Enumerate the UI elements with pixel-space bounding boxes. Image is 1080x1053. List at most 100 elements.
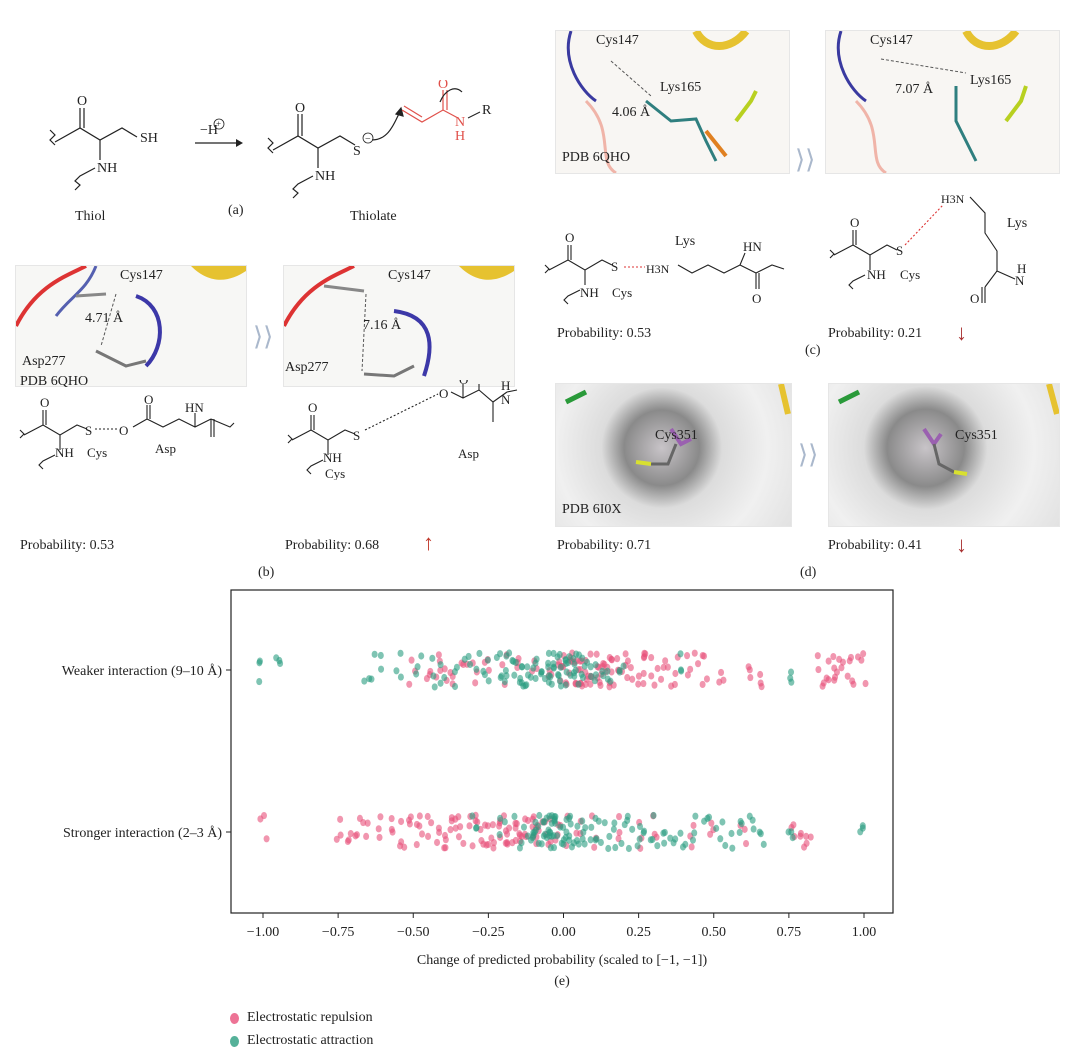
data-point-attraction — [592, 671, 599, 679]
data-point-attraction — [397, 673, 404, 681]
data-point-attraction — [581, 840, 588, 848]
data-point-attraction — [579, 654, 586, 662]
data-point-repulsion — [703, 675, 710, 683]
data-point-repulsion — [347, 830, 354, 838]
data-point-repulsion — [614, 655, 621, 663]
arrow-down-icon: ↓ — [956, 320, 967, 345]
data-point-repulsion — [741, 825, 748, 833]
data-point-repulsion — [485, 840, 492, 849]
data-point-attraction — [604, 667, 611, 675]
data-point-attraction — [604, 675, 611, 683]
data-point-repulsion — [635, 680, 642, 688]
data-point-attraction — [481, 671, 488, 679]
data-point-attraction — [532, 659, 539, 667]
data-point-attraction — [582, 824, 589, 832]
cys351-label: Cys351 — [655, 428, 698, 443]
data-point-repulsion — [408, 656, 415, 664]
legend-label: Electrostatic repulsion — [247, 1010, 373, 1025]
data-point-attraction — [503, 652, 510, 660]
data-point-attraction — [418, 652, 425, 660]
cys-lys-far-structure: O S H3N Lys H N O NH Cys — [829, 192, 1027, 306]
data-point-repulsion — [597, 681, 604, 690]
thiolate-structure — [267, 106, 404, 199]
pdb-id-label: PDB 6I0X — [562, 502, 622, 517]
data-point-attraction — [678, 667, 685, 675]
data-point-attraction — [413, 670, 420, 678]
data-point-repulsion — [654, 664, 661, 673]
data-point-repulsion — [593, 650, 600, 658]
data-point-attraction — [728, 829, 735, 838]
data-point-attraction — [563, 828, 570, 836]
data-point-repulsion — [455, 833, 462, 841]
data-point-repulsion — [718, 668, 725, 677]
data-point-attraction — [545, 659, 552, 667]
data-point-repulsion — [447, 826, 454, 834]
reagent-label: −H — [200, 123, 218, 138]
svg-text:NH: NH — [867, 267, 886, 282]
data-point-attraction — [501, 677, 508, 686]
data-point-repulsion — [573, 829, 580, 837]
data-point-attraction — [691, 829, 698, 837]
data-point-attraction — [661, 839, 668, 847]
data-point-attraction — [452, 682, 459, 691]
data-point-attraction — [636, 835, 643, 843]
data-point-attraction — [519, 663, 526, 671]
distance-label: 7.07 Å — [895, 82, 934, 97]
data-point-attraction — [535, 839, 542, 848]
svg-text:H: H — [501, 380, 510, 393]
data-point-repulsion — [624, 673, 631, 682]
chevron-right-icon: ⟩⟩ — [253, 322, 274, 351]
pdb-id-label: PDB 6QHO — [20, 374, 89, 389]
data-point-attraction — [787, 674, 794, 682]
data-point-attraction — [588, 672, 595, 681]
data-point-repulsion — [687, 665, 694, 673]
r-group: R — [482, 103, 492, 118]
data-point-attraction — [625, 844, 632, 853]
data-point-repulsion — [757, 670, 764, 679]
data-point-repulsion — [466, 822, 473, 830]
data-point-repulsion — [814, 652, 821, 660]
data-point-attraction — [571, 660, 578, 668]
data-point-repulsion — [658, 675, 665, 683]
data-point-attraction — [634, 842, 641, 850]
data-point-repulsion — [457, 823, 464, 831]
data-point-attraction — [377, 651, 384, 660]
data-point-attraction — [575, 680, 582, 688]
x-axis-label: Change of predicted probability (scaled … — [417, 953, 708, 968]
data-point-attraction — [588, 823, 595, 831]
data-point-repulsion — [858, 656, 865, 664]
data-point-attraction — [670, 839, 677, 847]
data-point-repulsion — [850, 680, 857, 688]
svg-text:N: N — [501, 392, 511, 407]
cys351-label: Cys351 — [955, 428, 998, 443]
data-point-repulsion — [485, 666, 492, 674]
electron-arrow — [439, 88, 463, 103]
svg-text:S: S — [85, 423, 92, 438]
data-point-repulsion — [490, 844, 497, 852]
data-point-repulsion — [815, 665, 822, 674]
data-point-repulsion — [648, 653, 655, 662]
cys-lys-close-structure: O S H3N Lys HN O NH Cys — [544, 230, 785, 306]
chevron-right-icon: ⟩⟩ — [795, 145, 816, 174]
data-point-attraction — [719, 818, 726, 826]
data-point-attraction — [717, 835, 724, 843]
data-point-repulsion — [624, 657, 631, 665]
thiolate-label: Thiolate — [350, 209, 397, 224]
data-point-attraction — [550, 664, 557, 672]
data-point-repulsion — [587, 650, 594, 658]
thiol-nh: NH — [97, 161, 117, 176]
data-point-attraction — [552, 813, 559, 821]
thiolate-nh: NH — [315, 169, 335, 184]
data-point-repulsion — [862, 679, 869, 688]
data-point-attraction — [650, 811, 657, 820]
svg-text:N: N — [1015, 273, 1025, 288]
data-point-repulsion — [672, 669, 679, 678]
svg-text:O: O — [565, 230, 574, 245]
svg-text:O: O — [752, 291, 761, 306]
data-point-repulsion — [664, 663, 671, 671]
data-point-repulsion — [363, 832, 370, 841]
cys147-label: Cys147 — [596, 33, 639, 48]
panel-e-caption: (e) — [554, 974, 570, 989]
thiol-oxygen: O — [77, 94, 87, 109]
probability-after: Probability: 0.41 — [828, 538, 923, 553]
